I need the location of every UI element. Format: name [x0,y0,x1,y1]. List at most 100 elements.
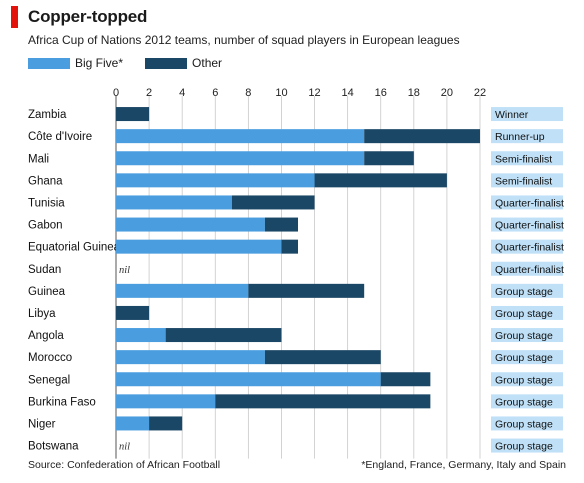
bar-big-five-morocco [116,350,265,365]
legend-item-big-five: Big Five* [28,56,123,70]
result-box [491,328,563,343]
category-label-equatorial-guinea: Equatorial Guinea [28,242,121,254]
category-label-burkina-faso: Burkina Faso [28,396,96,408]
legend-swatch-big-five [28,57,70,69]
result-label-angola: Group stage [495,330,553,342]
bar-other-gabon [264,217,298,232]
bar-other-niger [149,416,183,431]
x-tick-label: 0 [113,87,119,99]
result-box [491,195,563,210]
category-label-tunisia: Tunisia [28,197,65,209]
result-label-zambia: Winner [495,109,529,121]
category-label-morocco: Morocco [28,352,72,364]
result-label-sudan: Quarter-finalist [495,264,564,276]
category-label-niger: Niger [28,418,56,430]
result-box [491,305,563,320]
result-label-niger: Group stage [495,418,553,430]
result-label-libya: Group stage [495,308,553,320]
result-box [491,217,563,232]
result-box [491,129,563,144]
x-tick-label: 8 [245,87,251,99]
result-label-senegal: Group stage [495,374,553,386]
category-label-mali: Mali [28,153,49,165]
bar-other-angola [165,328,282,343]
x-tick-label: 16 [375,87,387,99]
legend-label-other: Other [192,56,223,70]
footnote: *England, France, Germany, Italy and Spa… [361,459,566,471]
bar-big-five-cote-d-ivoire [116,129,365,144]
category-label-cote-d-ivoire: Côte d'Ivoire [28,131,92,143]
result-box [491,151,563,166]
x-tick-label: 2 [146,87,152,99]
result-box [491,239,563,254]
bar-other-morocco [264,350,381,365]
category-label-ghana: Ghana [28,175,63,187]
bar-other-cote-d-ivoire [364,129,480,144]
result-label-cote-d-ivoire: Runner-up [495,131,545,143]
category-label-sudan: Sudan [28,264,61,276]
result-label-tunisia: Quarter-finalist [495,197,564,209]
bar-big-five-mali [116,151,365,166]
nil-label: nil [119,442,130,453]
source-note: Source: Confederation of African Footbal… [28,459,221,471]
category-label-botswana: Botswana [28,441,79,453]
chart-title: Copper-topped [28,7,148,26]
bar-other-mali [364,151,414,166]
bar-big-five-equatorial-guinea [116,239,282,254]
bar-big-five-ghana [116,173,315,188]
legend-item-other: Other [145,56,222,70]
result-label-burkina-faso: Group stage [495,396,553,408]
result-label-mali: Semi-finalist [495,153,552,165]
bar-big-five-burkina-faso [116,394,216,409]
x-tick-label: 14 [342,87,354,99]
x-tick-label: 22 [474,87,486,99]
bar-big-five-niger [116,416,150,431]
result-box [491,438,563,453]
x-tick-label: 6 [212,87,218,99]
legend-swatch-other [145,57,188,69]
category-label-senegal: Senegal [28,374,70,386]
bar-other-equatorial-guinea [281,239,298,254]
accent-tag [11,6,18,28]
legend-label-big-five: Big Five* [75,56,124,70]
bar-other-senegal [380,372,431,387]
category-label-angola: Angola [28,330,64,342]
result-label-morocco: Group stage [495,352,553,364]
result-box [491,173,563,188]
bar-big-five-gabon [116,217,265,232]
result-label-gabon: Quarter-finalist [495,220,564,232]
bar-other-ghana [314,173,447,188]
result-label-ghana: Semi-finalist [495,175,552,187]
result-box [491,416,563,431]
result-box [491,261,563,276]
x-tick-label: 12 [308,87,320,99]
bar-other-tunisia [231,195,315,210]
x-tick-label: 10 [275,87,287,99]
chart-subtitle: Africa Cup of Nations 2012 teams, number… [28,33,460,47]
bar-other-burkina-faso [215,394,431,409]
category-label-guinea: Guinea [28,286,66,298]
result-box [491,372,563,387]
category-label-gabon: Gabon [28,220,63,232]
result-box [491,350,563,365]
bar-other-libya [116,305,150,320]
result-box [491,107,563,122]
nil-label: nil [119,265,130,276]
bar-other-guinea [248,283,365,298]
x-tick-label: 20 [441,87,453,99]
x-tick-label: 4 [179,87,185,99]
category-label-libya: Libya [28,308,56,320]
bar-big-five-tunisia [116,195,232,210]
result-label-botswana: Group stage [495,441,553,453]
bar-big-five-guinea [116,283,249,298]
result-box [491,394,563,409]
result-box [491,283,563,298]
bar-other-zambia [116,107,150,122]
bar-big-five-angola [116,328,166,343]
x-tick-label: 18 [408,87,420,99]
legend: Big Five* Other [28,56,244,70]
result-label-equatorial-guinea: Quarter-finalist [495,242,564,254]
bar-big-five-senegal [116,372,381,387]
category-label-zambia: Zambia [28,109,67,121]
